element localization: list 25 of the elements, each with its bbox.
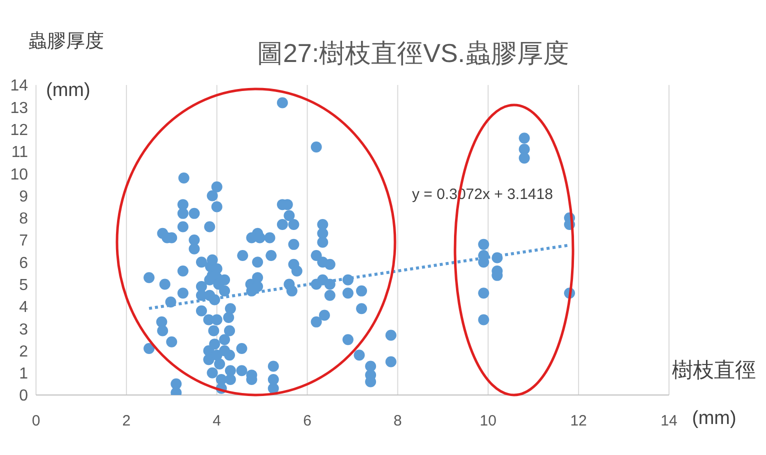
chart-title: 圖27:樹枝直徑VS.蟲膠厚度 (256, 38, 570, 68)
x-tick-label: 0 (32, 412, 40, 430)
y-tick-label: 2 (19, 343, 28, 360)
y-tick-label: 13 (10, 100, 28, 117)
y-tick-label: 10 (10, 166, 28, 184)
y-tick-label: 5 (19, 276, 28, 294)
text: 蟲膠厚度 (mm) (28, 31, 104, 101)
x-tick-label: 12 (570, 412, 587, 430)
x-tick-label: 4 (212, 412, 222, 430)
y-tick-label: 1 (19, 366, 28, 383)
x-tick-label: 6 (303, 412, 312, 430)
x-tick-label: 10 (480, 412, 496, 430)
y-tick-label: 14 (10, 78, 28, 95)
y-tick-label: 11 (11, 144, 28, 162)
y-tick-label: 3 (19, 321, 28, 338)
y-tick-label: 9 (19, 188, 28, 206)
y-tick-label: 0 (19, 388, 28, 405)
x-tick-label: 2 (122, 412, 131, 430)
y-tick-label: 7 (19, 232, 28, 250)
x-tick-label: 14 (660, 412, 678, 430)
x-tick-label: 8 (394, 412, 402, 430)
y-tick-label: 12 (10, 122, 28, 139)
y-tick-label: 8 (19, 210, 28, 228)
y-tick-label: 6 (19, 254, 28, 272)
y-tick-label: 4 (19, 299, 28, 316)
